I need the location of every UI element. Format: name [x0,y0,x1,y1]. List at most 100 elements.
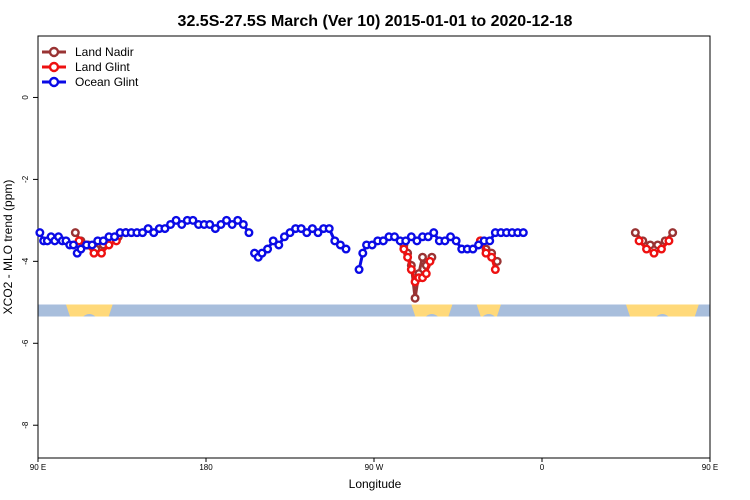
series-2-point-1-31 [244,228,254,238]
series-1-point-2-3 [490,265,500,275]
x-tick-label-4: 90 E [702,463,718,472]
series-2-point-2-10 [302,228,312,238]
chart-title: 32.5S-27.5S March (Ver 10) 2015-01-01 to… [178,13,573,30]
series-2-point-1-30 [238,219,248,229]
legend-label-2: Ocean Glint [75,75,139,89]
series-2-point-1-27 [222,215,232,225]
series-1-point-0-2 [89,248,99,258]
series-2-point-3-9 [401,236,411,246]
series-2-point-3-17 [446,232,456,242]
x-tick-label-2: 90 W [365,463,384,472]
series-2-point-1-24 [205,219,215,229]
series-2-point-3-16 [440,236,450,246]
series-2-point-2-2 [257,248,267,258]
series-2-point-2-5 [274,240,284,250]
series-2-point-1-12 [138,228,148,238]
series-1-point-3-3 [656,244,666,254]
y-axis: 0 -2 -4 -6 -8 [21,95,38,429]
series-2-point-3-14 [429,228,439,238]
series-1-point-1-1 [403,252,413,262]
series-1-point-3-4 [664,236,674,246]
y-tick-label-3: -6 [21,339,30,347]
legend-label-1: Land Glint [75,60,130,74]
series-2-point-3-7 [390,232,400,242]
series-0-point-1-3 [410,293,420,303]
series-2-point-0-0 [35,228,45,238]
series-2-point-5-0 [485,236,495,246]
series-2-point-1-13 [143,224,153,234]
y-tick-label-4: -8 [21,421,30,429]
y-tick-label-2: -4 [21,257,30,265]
x-axis-label: Longitude [349,477,402,491]
series-layer [35,215,678,303]
series-1-point-1-6 [421,269,431,279]
series-2-point-3-0 [354,265,364,275]
x-tick-label-3: 0 [540,463,545,472]
series-2-point-2-11 [307,224,317,234]
series-0-point-3-0 [630,228,640,238]
legend-label-0: Land Nadir [75,45,134,59]
y-tick-label-0: 0 [21,95,30,100]
series-2-point-1-14 [149,228,159,238]
series-2-point-1-25 [210,224,220,234]
series-2-point-3-5 [378,236,388,246]
y-tick-label-1: -2 [21,175,30,183]
series-2-point-2-16 [335,240,345,250]
x-axis: 90 E 180 90 W 0 90 E [30,458,718,472]
series-1-point-3-2 [649,248,659,258]
series-2-point-3-3 [367,240,377,250]
series-1-point-2-2 [487,252,497,262]
ocean-band [38,304,710,317]
series-2-point-1-7 [110,232,120,242]
series-2-point-2-4 [268,236,278,246]
series-2-point-1-17 [166,219,176,229]
series-2-point-2-17 [341,244,351,254]
legend-marker-0 [48,46,60,58]
series-2-point-1-28 [227,219,237,229]
series-2-point-1-19 [177,219,187,229]
series-2-point-1-21 [188,215,198,225]
land-ocean-band [38,304,710,317]
series-2-point-3-11 [412,236,422,246]
land-segment-3 [626,304,699,317]
series-2-point-0-9 [68,240,78,250]
series-2-point-3-10 [406,232,416,242]
series-2-point-4-3 [468,244,478,254]
series-0-point-1-5 [418,252,428,262]
series-2 [35,215,528,275]
series-0-point-3-5 [668,228,678,238]
series-2-point-2-3 [263,244,273,254]
series-1-point-0-0 [74,236,84,246]
series-2-point-4-4 [474,240,484,250]
series-2-point-2-14 [324,224,334,234]
series-2-point-1-3 [87,240,97,250]
series-0-point-0-0 [70,228,80,238]
series-2-point-1-1 [76,244,86,254]
series-1-point-1-0 [399,244,409,254]
land-segment-1 [411,304,453,317]
series-2-point-1-18 [171,215,181,225]
series-2-point-4-0 [451,236,461,246]
series-1-point-2-1 [481,248,491,258]
series-2-point-1-16 [160,224,170,234]
series-1-point-1-2 [406,265,416,275]
land-segment-0 [66,304,113,317]
series-2-point-2-15 [330,236,340,246]
series-2-point-5-6 [518,228,528,238]
series-1 [74,236,674,287]
series-1-point-3-1 [642,244,652,254]
legend-marker-2 [48,76,60,88]
series-1-point-0-4 [104,240,114,250]
series-1-point-0-3 [96,248,106,258]
series-1-point-3-0 [634,236,644,246]
series-2-point-2-6 [279,232,289,242]
x-tick-label-1: 180 [199,463,213,472]
series-2-point-1-29 [233,215,243,225]
series-2-point-3-1 [358,248,368,258]
series-2-point-2-7 [285,228,295,238]
land-segment-2 [476,304,501,317]
legend-marker-1 [48,61,60,73]
series-2-point-2-9 [296,224,306,234]
